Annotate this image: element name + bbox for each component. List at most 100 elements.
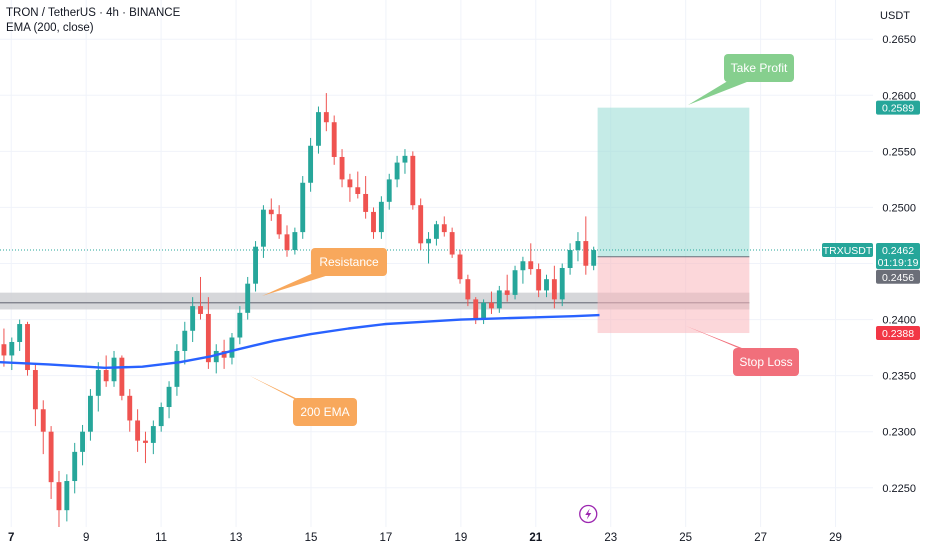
candle[interactable]: [402, 149, 408, 174]
take-profit-zone[interactable]: [597, 107, 750, 257]
stop-loss-callout[interactable]: Stop Loss: [686, 326, 799, 376]
candle[interactable]: [284, 225, 290, 257]
candle[interactable]: [583, 216, 589, 275]
symbol-tag-bg[interactable]: [822, 243, 873, 258]
ema-200-line[interactable]: [0, 313, 600, 369]
candle[interactable]: [347, 173, 353, 202]
candle[interactable]: [371, 207, 376, 239]
candle[interactable]: [56, 470, 62, 527]
candle-body: [465, 279, 471, 300]
date-axis[interactable]: 7 9 11 13 15 17 19 21 23 25 27 29: [8, 504, 842, 545]
candle[interactable]: [308, 137, 314, 192]
candle[interactable]: [9, 337, 15, 371]
candle[interactable]: [520, 256, 526, 284]
date-tick: 13: [230, 532, 243, 544]
candle[interactable]: [441, 216, 447, 237]
price-tick: 0.2500: [882, 202, 916, 214]
candle[interactable]: [551, 265, 557, 309]
candle[interactable]: [87, 389, 93, 441]
take-profit-callout[interactable]: Take Profit: [688, 54, 794, 105]
candle[interactable]: [426, 232, 431, 264]
candle[interactable]: [80, 424, 86, 466]
candle[interactable]: [378, 196, 384, 239]
candle[interactable]: [292, 227, 298, 255]
annotations[interactable]: Take Profit Stop Loss Resistance 200 EMA: [250, 54, 799, 426]
candle[interactable]: [536, 263, 542, 298]
candle[interactable]: [323, 93, 329, 132]
candle[interactable]: [127, 389, 133, 432]
date-tick: 25: [679, 532, 692, 544]
candle[interactable]: [489, 291, 494, 314]
candle[interactable]: [559, 263, 565, 307]
candle[interactable]: [253, 241, 258, 292]
candle[interactable]: [457, 250, 463, 284]
candle[interactable]: [150, 420, 156, 455]
candle[interactable]: [72, 442, 78, 494]
candle[interactable]: [17, 319, 23, 351]
candle[interactable]: [245, 276, 251, 320]
candle[interactable]: [32, 364, 38, 427]
candle[interactable]: [174, 344, 180, 396]
candle[interactable]: [237, 306, 243, 345]
candle[interactable]: [512, 265, 518, 300]
candle[interactable]: [386, 173, 392, 210]
entry-price-tag[interactable]: 0.2456: [876, 269, 920, 284]
candle[interactable]: [1, 328, 7, 367]
stop-loss-zone[interactable]: [597, 256, 750, 334]
candle[interactable]: [64, 474, 70, 522]
candle[interactable]: [410, 151, 416, 210]
candle[interactable]: [95, 362, 101, 412]
resistance-callout[interactable]: Resistance: [262, 248, 387, 296]
candle[interactable]: [103, 355, 109, 387]
candle[interactable]: [363, 176, 369, 219]
candle[interactable]: [276, 205, 282, 239]
candle[interactable]: [418, 198, 424, 251]
candle[interactable]: [331, 115, 337, 165]
candle[interactable]: [213, 344, 219, 374]
candle[interactable]: [591, 246, 597, 271]
candle-body: [182, 330, 188, 351]
candle[interactable]: [481, 299, 487, 325]
candle[interactable]: [528, 243, 534, 275]
stop-price-tag[interactable]: 0.2388: [876, 326, 920, 341]
ema-callout[interactable]: 200 EMA: [250, 376, 357, 426]
candle[interactable]: [544, 274, 549, 298]
target-price-tag[interactable]: 0.2589: [876, 100, 920, 115]
candle[interactable]: [25, 321, 30, 376]
candle[interactable]: [465, 274, 471, 307]
candle[interactable]: [316, 106, 321, 154]
candle[interactable]: [48, 426, 54, 499]
candles[interactable]: [1, 93, 597, 527]
candle[interactable]: [111, 350, 117, 387]
candle[interactable]: [355, 171, 361, 199]
candle[interactable]: [567, 243, 573, 275]
candle[interactable]: [300, 176, 306, 239]
candle[interactable]: [166, 381, 172, 419]
candle[interactable]: [40, 400, 46, 455]
date-tick: 17: [380, 532, 393, 544]
candle[interactable]: [449, 227, 455, 258]
price-axis[interactable]: 0.26500.26000.25500.25000.24500.24000.23…: [822, 34, 920, 495]
candle[interactable]: [268, 198, 274, 221]
candle[interactable]: [433, 220, 439, 246]
candle[interactable]: [190, 297, 196, 342]
candle[interactable]: [496, 285, 502, 313]
candle[interactable]: [575, 232, 581, 262]
candle[interactable]: [504, 274, 510, 302]
candle[interactable]: [158, 402, 164, 432]
candle[interactable]: [260, 205, 266, 258]
candle[interactable]: [135, 409, 141, 452]
candle[interactable]: [143, 431, 148, 464]
event-marker-icon[interactable]: [579, 504, 598, 524]
indicator-label[interactable]: EMA (200, close): [6, 22, 94, 34]
symbol-title[interactable]: TRON / TetherUS · 4h · BINANCE: [6, 7, 181, 19]
candle[interactable]: [119, 355, 125, 401]
candle[interactable]: [198, 276, 203, 320]
candle[interactable]: [394, 155, 400, 188]
candle[interactable]: [221, 339, 227, 369]
candle[interactable]: [182, 321, 188, 365]
candle[interactable]: [339, 149, 345, 188]
candle[interactable]: [229, 333, 235, 365]
